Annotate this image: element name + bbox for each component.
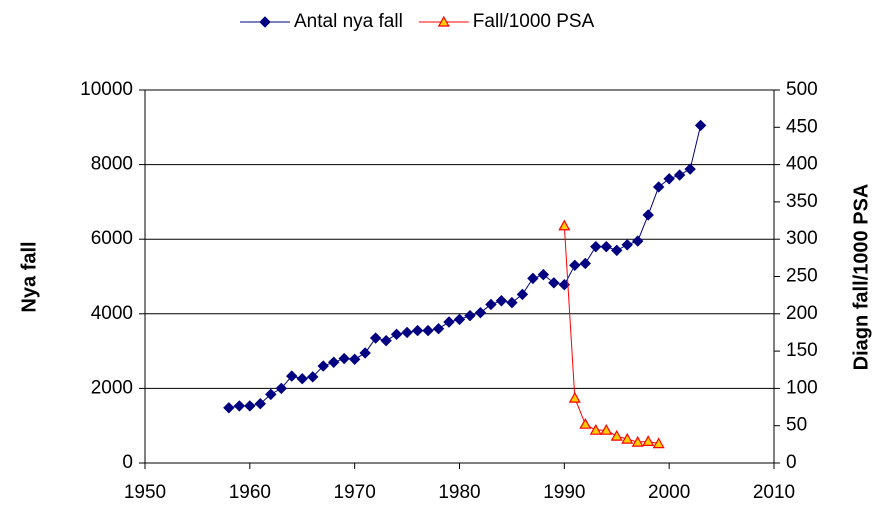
point	[422, 324, 434, 337]
y-axis-title: Nya fall	[18, 241, 40, 312]
point	[401, 326, 413, 339]
point	[610, 429, 623, 441]
point	[569, 259, 581, 272]
point	[652, 437, 665, 449]
y2-tick-label: 100	[786, 377, 818, 398]
point	[600, 423, 613, 435]
point	[673, 169, 686, 181]
y-tick-label: 6000	[91, 228, 133, 249]
point	[223, 402, 235, 414]
point	[411, 324, 424, 337]
y2-axis-title: Diagn fall/1000 PSA	[850, 184, 872, 371]
y-tick-label: 2000	[91, 377, 133, 398]
point	[632, 235, 644, 247]
point	[694, 119, 707, 132]
point	[233, 400, 246, 412]
point	[684, 163, 696, 175]
point	[611, 244, 623, 257]
series-line	[228, 125, 702, 409]
point	[527, 272, 539, 285]
y2-tick-label: 450	[786, 116, 818, 137]
point	[348, 353, 361, 366]
point	[338, 352, 350, 365]
point	[600, 240, 612, 253]
point	[506, 296, 518, 309]
point	[369, 332, 382, 344]
point	[589, 423, 602, 435]
point	[579, 417, 592, 429]
x-tick-label: 2000	[648, 482, 690, 503]
series-line	[563, 225, 659, 445]
y2-tick-label: 250	[786, 266, 818, 287]
x-tick-label: 1990	[543, 482, 585, 503]
point	[631, 435, 644, 447]
y-tick-label: 8000	[91, 154, 133, 175]
point	[558, 219, 571, 231]
y2-tick-label: 200	[786, 303, 818, 324]
point	[652, 181, 665, 193]
y2-tick-label: 150	[786, 340, 818, 361]
point	[621, 432, 634, 444]
x-tick-label: 1950	[124, 482, 166, 503]
point	[307, 371, 319, 383]
point	[663, 173, 675, 185]
point	[244, 400, 256, 412]
legend-label: Fall/1000 PSA	[473, 11, 595, 32]
point	[380, 334, 392, 347]
y2-tick-label: 500	[786, 79, 818, 100]
point	[327, 356, 340, 368]
point	[579, 257, 592, 270]
x-tick-label: 1970	[334, 482, 376, 503]
point	[474, 306, 487, 319]
point	[495, 295, 508, 307]
point	[286, 370, 298, 382]
point	[516, 288, 529, 301]
point	[390, 328, 403, 341]
point	[642, 209, 654, 221]
point	[642, 435, 655, 446]
point	[254, 397, 267, 410]
point	[621, 239, 633, 251]
point	[359, 347, 371, 359]
point	[275, 382, 287, 395]
point	[568, 391, 581, 403]
point	[265, 388, 277, 401]
x-tick-label: 1980	[438, 482, 480, 503]
y2-tick-label: 300	[786, 228, 818, 249]
legend-label: Antal nya fall	[294, 11, 403, 32]
point	[317, 360, 329, 372]
point	[548, 277, 560, 289]
point	[443, 316, 455, 328]
legend-marker	[259, 16, 271, 28]
point	[453, 313, 466, 326]
y2-tick-label: 0	[786, 452, 797, 473]
y2-tick-label: 400	[786, 154, 818, 175]
y-tick-label: 10000	[80, 79, 133, 100]
point	[464, 309, 476, 322]
point	[537, 268, 550, 281]
point	[590, 240, 602, 253]
y-tick-label: 4000	[91, 303, 133, 324]
legend-marker	[437, 15, 450, 27]
point	[432, 323, 445, 335]
x-tick-label: 1960	[229, 482, 271, 503]
y2-tick-label: 350	[786, 191, 818, 212]
x-tick-label: 2010	[753, 482, 795, 503]
y-tick-label: 0	[122, 452, 133, 473]
point	[296, 372, 308, 385]
y2-tick-label: 50	[786, 415, 807, 436]
point	[485, 298, 497, 311]
